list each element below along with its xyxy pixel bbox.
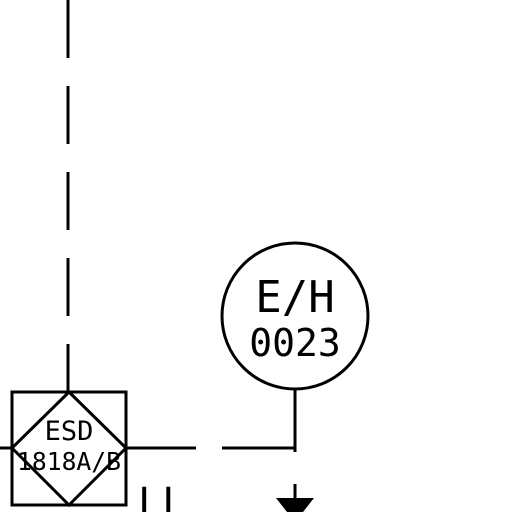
esd-interlock-block[interactable]: ESD 1818A/B: [9, 389, 129, 508]
signal-label-ll: LL: [138, 480, 186, 512]
esd-block-bottom-text: 1818A/B: [17, 447, 121, 476]
valve-triangle-icon: [276, 498, 314, 512]
instrument-bubble-top-text: E/H: [255, 272, 334, 323]
instrument-bubble[interactable]: E/H 0023: [220, 241, 370, 391]
instrument-bubble-bottom-text: 0023: [249, 321, 341, 365]
esd-block-diamond-icon: [9, 389, 129, 508]
esd-block-top-text: ESD: [45, 416, 94, 447]
